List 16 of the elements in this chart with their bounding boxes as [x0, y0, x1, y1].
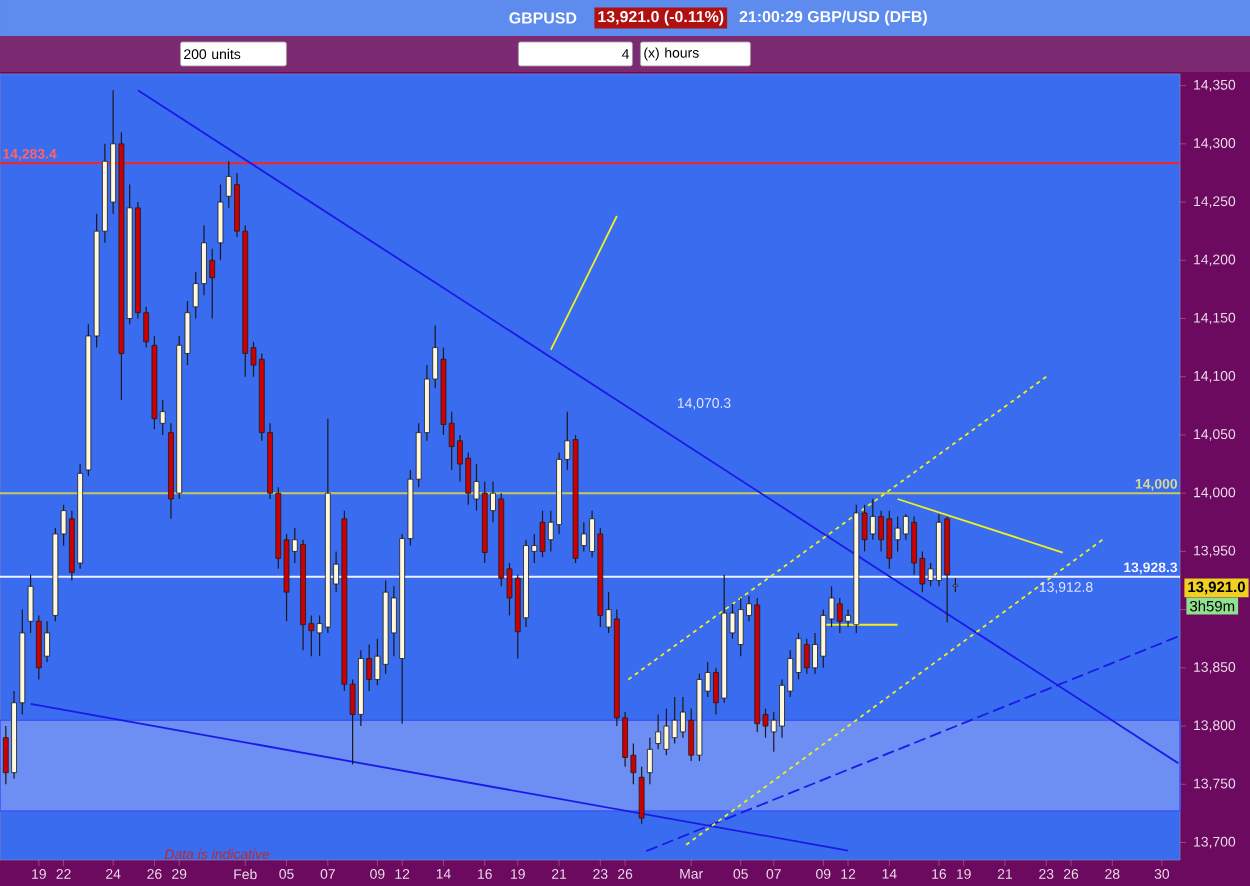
candlestick: [878, 510, 884, 552]
candlestick: [638, 766, 645, 825]
candlestick: [671, 696, 678, 745]
candlestick: [44, 620, 50, 663]
candlestick: [803, 638, 810, 675]
candlestick: [217, 183, 224, 261]
candlestick: [836, 597, 843, 634]
candlestick: [869, 498, 876, 541]
candlestick: [539, 510, 546, 558]
candlestick: [209, 248, 216, 320]
candlestick: [647, 737, 653, 785]
candlestick: [737, 597, 744, 657]
candlestick: [663, 707, 670, 756]
candlestick: [886, 510, 893, 570]
candlestick: [894, 515, 901, 552]
candlestick: [655, 713, 662, 750]
